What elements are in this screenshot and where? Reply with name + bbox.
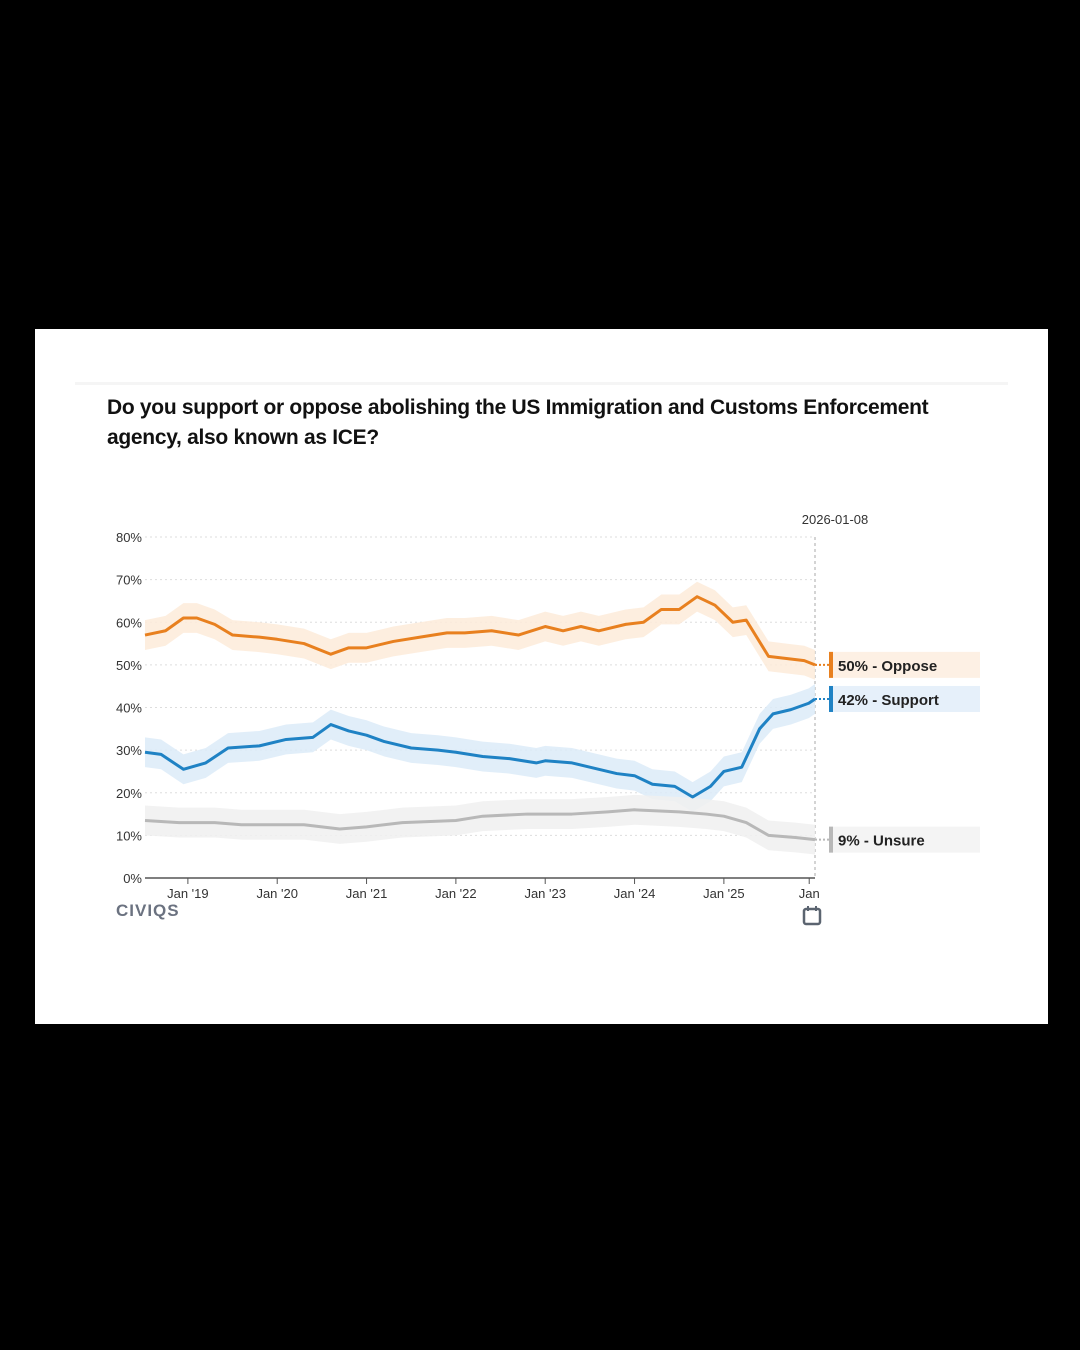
legend-color-bar [829,685,833,712]
x-tick-label: Jan [799,886,820,901]
legend-box-support [829,685,980,712]
x-tick-label: Jan '19 [167,886,209,901]
legend-color-bar [829,651,833,678]
y-tick-label: 40% [116,701,142,716]
x-tick-label: Jan '25 [703,886,745,901]
x-tick-label: Jan '23 [524,886,566,901]
series-line-unsure [144,808,816,842]
y-tick-label: 10% [116,828,142,843]
current-date-label: 2026-01-08 [802,512,869,527]
legend-label-unsure: 9% - Unsure [838,833,925,850]
y-tick-label: 60% [116,615,142,630]
civiqs-logo: CIVIQS [116,901,180,920]
y-tick-label: 30% [116,743,142,758]
legend-box-unsure [829,826,980,853]
x-tick-label: Jan '21 [346,886,388,901]
legend-label-oppose: 50% - Oppose [838,658,937,675]
y-tick-label: 20% [116,786,142,801]
calendar-icon[interactable] [802,906,822,926]
x-tick-label: Jan '24 [614,886,656,901]
y-tick-label: 50% [116,658,142,673]
y-tick-label: 0% [123,871,142,886]
line-chart: 0% 10% 20% 30% 40% 50% 60% 70% 80% Jan '19 Jan '20… [116,512,980,926]
x-tick-label: Jan '20 [256,886,298,901]
y-tick-label: 80% [116,530,142,545]
chart-panel: Do you support or oppose abolishing the … [35,329,1048,1024]
divider [75,382,1008,385]
x-tick-label: Jan '22 [435,886,477,901]
y-tick-label: 70% [116,573,142,588]
chart-title: Do you support or oppose abolishing the … [107,396,929,449]
confidence-band-support [145,684,815,812]
series-line-support [144,697,816,799]
legend-label-support: 42% - Support [838,692,939,709]
series-line-oppose [144,595,816,667]
legend-color-bar [829,826,833,853]
legend-box-oppose [829,651,980,678]
